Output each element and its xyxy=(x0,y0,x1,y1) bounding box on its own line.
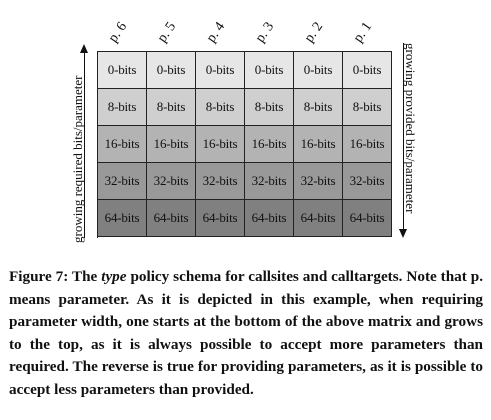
matrix-cell: 32-bits xyxy=(147,163,196,200)
right-axis-label: growing provided bits/parameter xyxy=(403,43,418,214)
column-header: p. 2 xyxy=(301,19,327,46)
column-header: p. 6 xyxy=(105,19,131,46)
matrix-cell: 16-bits xyxy=(98,126,147,163)
matrix-cell: 16-bits xyxy=(343,126,392,163)
matrix-cell: 0-bits xyxy=(245,52,294,89)
required-growth-arrow-icon xyxy=(80,44,88,238)
matrix-row: 64-bits 64-bits 64-bits 64-bits 64-bits 64-bi… xyxy=(98,200,392,237)
matrix-cell: 32-bits xyxy=(196,163,245,200)
matrix-cell: 8-bits xyxy=(98,89,147,126)
matrix-cell: 8-bits xyxy=(343,89,392,126)
bits-matrix: 0-bits 0-bits 0-bits 0-bits 0-bits 0-bits 8-bi… xyxy=(97,51,392,238)
matrix-cell: 16-bits xyxy=(196,126,245,163)
caption-prefix: Figure 7: The xyxy=(9,268,102,285)
matrix-cell: 0-bits xyxy=(147,52,196,89)
matrix-cell: 64-bits xyxy=(147,200,196,237)
figure-caption: Figure 7: The type policy schema for cal… xyxy=(9,266,483,402)
policy-schema-figure: p. 6 p. 5 p. 4 p. 3 p. 2 p. 1 growing require… xyxy=(70,19,418,244)
matrix-cell: 8-bits xyxy=(196,89,245,126)
matrix-row: 16-bits 16-bits 16-bits 16-bits 16-bits 16-bi… xyxy=(98,126,392,163)
matrix-cell: 16-bits xyxy=(245,126,294,163)
column-header: p. 1 xyxy=(350,19,376,46)
matrix-row: 32-bits 32-bits 32-bits 32-bits 32-bits 32-bi… xyxy=(98,163,392,200)
matrix-cell: 32-bits xyxy=(343,163,392,200)
matrix-cell: 32-bits xyxy=(98,163,147,200)
matrix-cell: 16-bits xyxy=(294,126,343,163)
provided-growth-arrow-icon xyxy=(399,43,407,238)
matrix-cell: 0-bits xyxy=(294,52,343,89)
matrix-row: 8-bits 8-bits 8-bits 8-bits 8-bits 8-bits xyxy=(98,89,392,126)
left-axis-label: growing required bits/parameter xyxy=(70,75,85,244)
matrix-cell: 16-bits xyxy=(147,126,196,163)
matrix-cell: 0-bits xyxy=(343,52,392,89)
matrix-row: 0-bits 0-bits 0-bits 0-bits 0-bits 0-bits xyxy=(98,52,392,89)
matrix-cell: 32-bits xyxy=(294,163,343,200)
matrix-cell: 32-bits xyxy=(245,163,294,200)
matrix-cell: 64-bits xyxy=(294,200,343,237)
matrix-cell: 64-bits xyxy=(98,200,147,237)
matrix-cell: 8-bits xyxy=(294,89,343,126)
matrix-cell: 64-bits xyxy=(343,200,392,237)
matrix-cell: 0-bits xyxy=(196,52,245,89)
caption-emphasis: type xyxy=(101,268,127,285)
matrix-cell: 8-bits xyxy=(147,89,196,126)
matrix-cell: 64-bits xyxy=(196,200,245,237)
column-header: p. 3 xyxy=(252,19,278,46)
caption-body: policy schema for callsites and calltarg… xyxy=(9,268,483,398)
matrix-cell: 8-bits xyxy=(245,89,294,126)
matrix-cell: 64-bits xyxy=(245,200,294,237)
matrix-cell: 0-bits xyxy=(98,52,147,89)
column-header: p. 4 xyxy=(203,19,229,46)
column-header: p. 5 xyxy=(154,19,180,46)
